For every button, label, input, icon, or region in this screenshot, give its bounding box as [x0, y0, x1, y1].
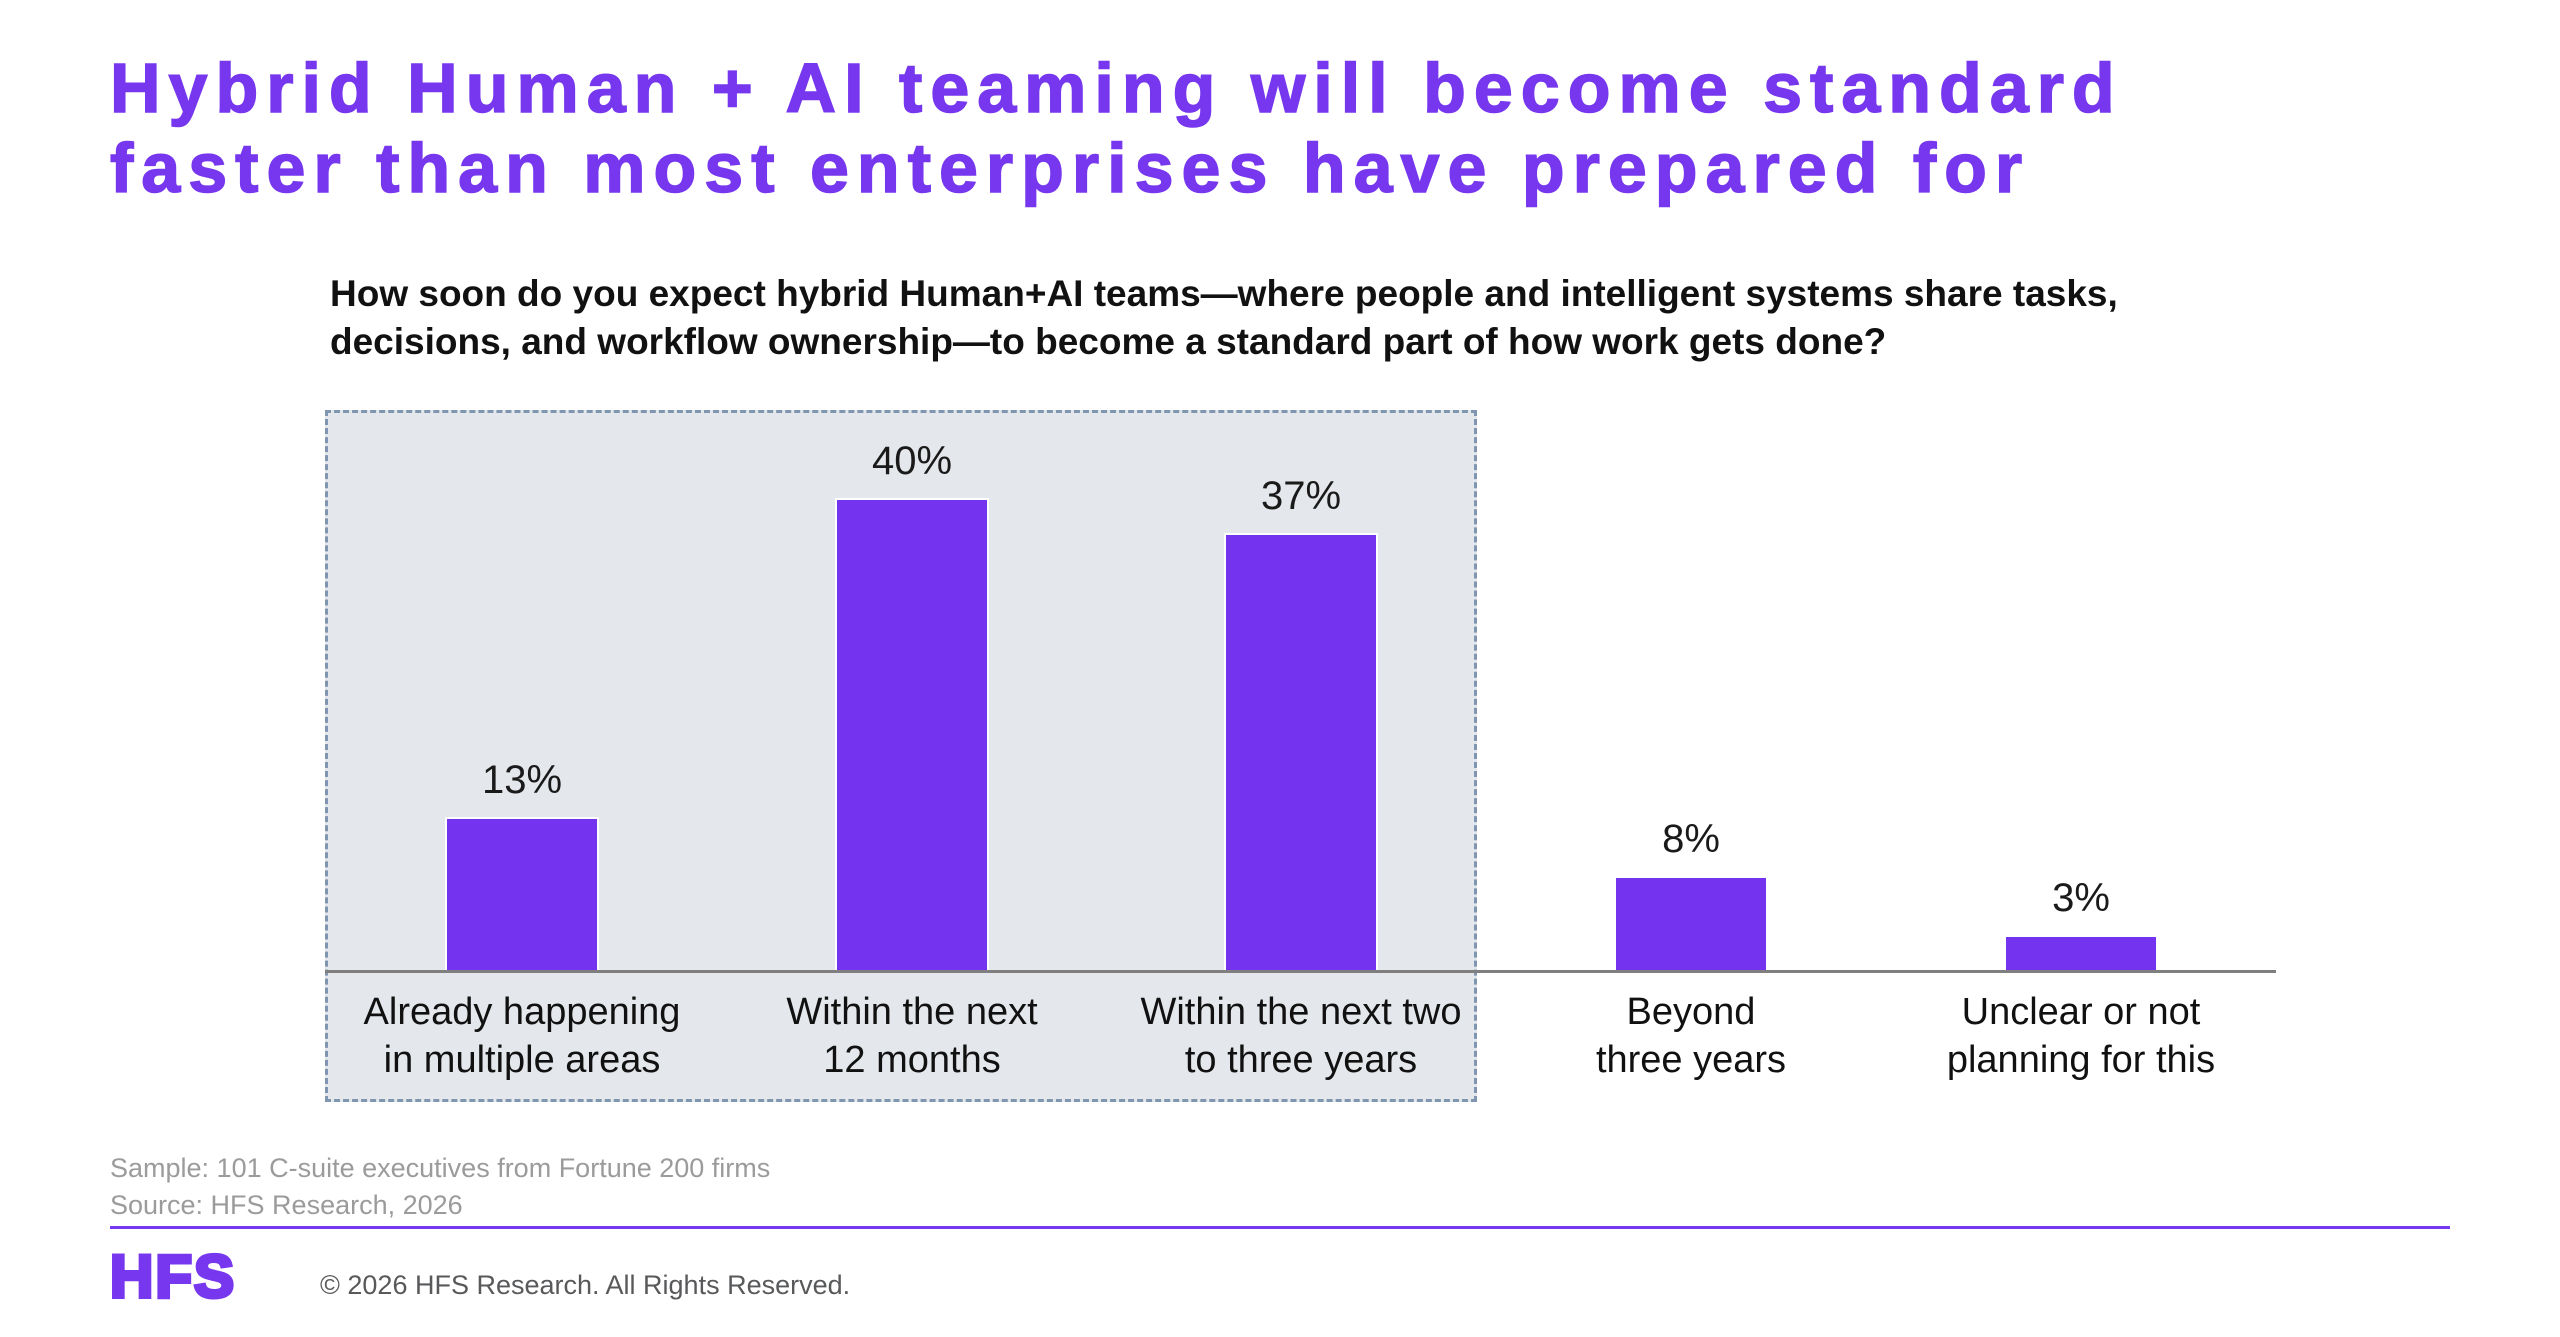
page-title-line1: Hybrid Human + AI teaming will become st…	[109, 48, 2123, 128]
bar-group: 3%	[1931, 0, 2231, 970]
survey-question-line2: decisions, and workflow ownership—to bec…	[330, 321, 1887, 362]
page-title-line2: faster than most enterprises have prepar…	[109, 128, 2031, 208]
footnotes: Sample: 101 C-suite executives from Fort…	[110, 1150, 770, 1224]
bar-group: 8%	[1541, 0, 1841, 970]
page-title: Hybrid Human + AI teaming will become st…	[109, 48, 2123, 208]
category-label: Beyond three years	[1595, 991, 1787, 1081]
bar-value-label: 3%	[2052, 876, 2110, 920]
bar	[1224, 533, 1378, 970]
bar-value-label: 8%	[1662, 817, 1720, 861]
bar-group: 13%	[372, 0, 672, 970]
bar-value-label: 13%	[481, 758, 563, 802]
bar	[835, 498, 989, 970]
hfs-logo: HFS	[108, 1243, 236, 1310]
footer-divider	[110, 1226, 2450, 1229]
category-label: Within the next two to three years	[1140, 991, 1462, 1081]
survey-question-line1: How soon do you expect hybrid Human+AI t…	[330, 273, 2118, 314]
bar	[2004, 935, 2158, 970]
bar-group: 37%	[1151, 0, 1451, 970]
survey-question: How soon do you expect hybrid Human+AI t…	[330, 270, 2118, 366]
category-label: Already happening in multiple areas	[363, 991, 681, 1081]
bar-value-label: 37%	[1260, 474, 1342, 518]
bar	[1614, 876, 1768, 970]
bar	[445, 817, 599, 970]
bar-value-label: 40%	[871, 439, 953, 483]
bar-group: 40%	[762, 0, 1062, 970]
x-axis-line	[325, 970, 2276, 973]
category-label: Within the next 12 months	[786, 991, 1038, 1081]
copyright-text: © 2026 HFS Research. All Rights Reserved…	[320, 1270, 851, 1300]
sample-note: Sample: 101 C-suite executives from Fort…	[110, 1153, 771, 1183]
source-note: Source: HFS Research, 2026	[110, 1190, 463, 1220]
category-label: Unclear or not planning for this	[1946, 991, 2216, 1081]
